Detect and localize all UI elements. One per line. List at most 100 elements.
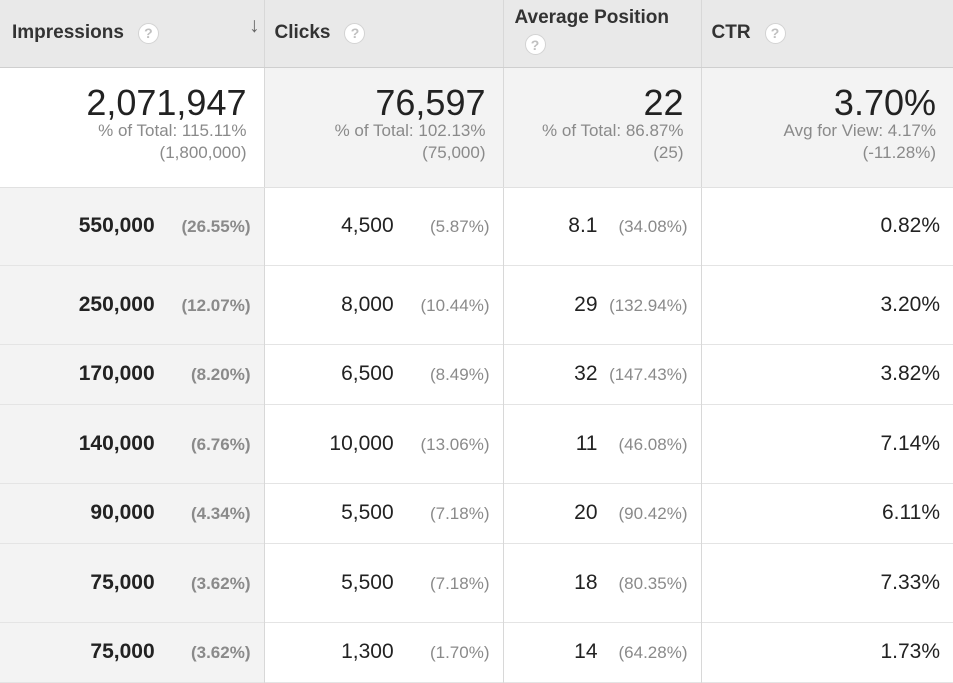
avg-position-total-percent: % of Total: 86.87% bbox=[542, 120, 684, 140]
clicks-header-label: Clicks bbox=[274, 22, 331, 44]
impressions-total: 2,071,947 % of Total: 115.11% (1,800,000… bbox=[0, 67, 265, 188]
avg-position-cell: 18 (80.35%) bbox=[503, 543, 702, 622]
clicks-percent: (10.44%) bbox=[420, 295, 490, 315]
clicks-cell: 5,500 (7.18%) bbox=[264, 543, 504, 622]
clicks-cell: 1,300 (1.70%) bbox=[264, 622, 504, 682]
ctr-cell: 1.73% bbox=[701, 622, 953, 682]
help-icon[interactable]: ? bbox=[764, 22, 786, 44]
impressions-cell: 170,000 (8.20%) bbox=[0, 344, 265, 404]
clicks-value: 4,500 bbox=[341, 214, 394, 237]
clicks-percent: (5.87%) bbox=[429, 217, 490, 236]
ctr-value: 1.73% bbox=[880, 640, 940, 663]
help-icon[interactable]: ? bbox=[137, 22, 159, 44]
impressions-percent: (3.62%) bbox=[190, 573, 251, 593]
clicks-value: 8,000 bbox=[341, 292, 394, 316]
ctr-cell: 7.14% bbox=[701, 404, 953, 483]
ctr-total-delta: (-11.28%) bbox=[862, 142, 936, 162]
avg-position-value: 14 bbox=[574, 640, 598, 663]
clicks-percent: (7.18%) bbox=[429, 504, 490, 523]
clicks-percent: (7.18%) bbox=[429, 573, 490, 593]
ctr-value: 7.33% bbox=[880, 570, 940, 594]
totals-row: 2,071,947 % of Total: 115.11% (1,800,000… bbox=[0, 67, 953, 188]
clicks-value: 6,500 bbox=[341, 362, 394, 385]
ctr-cell: 0.82% bbox=[701, 187, 953, 265]
impressions-total-value: 2,071,947 bbox=[86, 81, 247, 123]
ctr-total-avg: Avg for View: 4.17% bbox=[783, 120, 936, 140]
avg-position-percent: (80.35%) bbox=[618, 573, 688, 593]
avg-position-header[interactable]: Average Position ? bbox=[503, 0, 702, 68]
clicks-cell: 8,000 (10.44%) bbox=[264, 265, 504, 344]
impressions-total-percent: % of Total: 115.11% bbox=[98, 120, 247, 140]
clicks-total: 76,597 % of Total: 102.13% (75,000) bbox=[264, 67, 504, 188]
ctr-cell: 3.82% bbox=[701, 344, 953, 404]
avg-position-total-base: (25) bbox=[653, 142, 684, 162]
impressions-cell: 75,000 (3.62%) bbox=[0, 622, 265, 682]
impressions-header[interactable]: Impressions ? ↓ bbox=[0, 0, 265, 68]
avg-position-cell: 29 (132.94%) bbox=[503, 265, 702, 344]
avg-position-percent: (147.43%) bbox=[609, 365, 688, 384]
impressions-value: 170,000 bbox=[78, 362, 155, 385]
avg-position-value: 18 bbox=[574, 570, 598, 594]
impressions-value: 250,000 bbox=[78, 292, 155, 316]
ctr-value: 0.82% bbox=[880, 214, 940, 237]
clicks-percent: (8.49%) bbox=[429, 365, 490, 384]
impressions-cell: 90,000 (4.34%) bbox=[0, 483, 265, 543]
help-icon[interactable]: ? bbox=[344, 22, 366, 44]
ctr-value: 6.11% bbox=[882, 501, 940, 524]
clicks-percent: (13.06%) bbox=[420, 434, 490, 454]
clicks-value: 5,500 bbox=[341, 570, 394, 594]
ctr-value: 7.14% bbox=[880, 431, 940, 455]
clicks-total-base: (75,000) bbox=[422, 142, 486, 162]
impressions-cell: 550,000 (26.55%) bbox=[0, 187, 265, 265]
impressions-percent: (12.07%) bbox=[181, 295, 251, 315]
clicks-header[interactable]: Clicks ? bbox=[264, 0, 504, 68]
ctr-header[interactable]: CTR ? bbox=[701, 0, 953, 68]
table-row: 140,000 (6.76%) 10,000 (13.06%) 11 (46.08… bbox=[0, 404, 953, 483]
avg-position-total-value: 22 bbox=[643, 81, 684, 123]
clicks-total-percent: % of Total: 102.13% bbox=[334, 120, 486, 140]
avg-position-percent: (64.28%) bbox=[618, 643, 688, 662]
avg-position-cell: 8.1 (34.08%) bbox=[503, 187, 702, 265]
avg-position-value: 8.1 bbox=[568, 214, 598, 237]
ctr-cell: 7.33% bbox=[701, 543, 953, 622]
avg-position-header-label: Average Position bbox=[514, 7, 670, 28]
clicks-cell: 6,500 (8.49%) bbox=[264, 344, 504, 404]
clicks-total-value: 76,597 bbox=[375, 81, 486, 123]
table-row: 250,000 (12.07%) 8,000 (10.44%) 29 (132.9… bbox=[0, 265, 953, 344]
avg-position-value: 20 bbox=[574, 501, 598, 524]
clicks-value: 10,000 bbox=[329, 431, 394, 455]
impressions-percent: (6.76%) bbox=[190, 434, 251, 454]
avg-position-percent: (34.08%) bbox=[618, 217, 688, 236]
ctr-total-value: 3.70% bbox=[833, 81, 936, 123]
impressions-total-base: (1,800,000) bbox=[159, 142, 247, 162]
table-row: 550,000 (26.55%) 4,500 (5.87%) 8.1 (34.08… bbox=[0, 187, 953, 265]
avg-position-total: 22 % of Total: 86.87% (25) bbox=[503, 67, 702, 188]
table-row: 170,000 (8.20%) 6,500 (8.49%) 32 (147.43%… bbox=[0, 344, 953, 404]
ctr-cell: 6.11% bbox=[701, 483, 953, 543]
header-row: Impressions ? ↓ Clicks ? Average Positio… bbox=[0, 0, 953, 68]
ctr-value: 3.82% bbox=[880, 362, 940, 385]
avg-position-value: 29 bbox=[574, 292, 598, 316]
impressions-cell: 140,000 (6.76%) bbox=[0, 404, 265, 483]
avg-position-cell: 14 (64.28%) bbox=[503, 622, 702, 682]
avg-position-percent: (46.08%) bbox=[618, 434, 688, 454]
clicks-value: 1,300 bbox=[341, 640, 394, 663]
impressions-percent: (26.55%) bbox=[181, 217, 251, 236]
sort-descending-icon[interactable]: ↓ bbox=[249, 14, 260, 37]
impressions-value: 140,000 bbox=[78, 431, 155, 455]
table-row: 75,000 (3.62%) 1,300 (1.70%) 14 (64.28%) … bbox=[0, 622, 953, 682]
impressions-value: 75,000 bbox=[90, 640, 155, 663]
impressions-cell: 250,000 (12.07%) bbox=[0, 265, 265, 344]
avg-position-value: 32 bbox=[574, 362, 598, 385]
avg-position-percent: (90.42%) bbox=[618, 504, 688, 523]
table-row: 90,000 (4.34%) 5,500 (7.18%) 20 (90.42%) … bbox=[0, 483, 953, 543]
ctr-value: 3.20% bbox=[880, 292, 940, 316]
impressions-percent: (3.62%) bbox=[190, 643, 251, 662]
ctr-header-label: CTR bbox=[711, 22, 751, 44]
impressions-value: 90,000 bbox=[90, 501, 155, 524]
ctr-total: 3.70% Avg for View: 4.17% (-11.28%) bbox=[701, 67, 953, 188]
avg-position-cell: 32 (147.43%) bbox=[503, 344, 702, 404]
clicks-percent: (1.70%) bbox=[429, 643, 490, 662]
help-icon[interactable]: ? bbox=[524, 34, 546, 55]
